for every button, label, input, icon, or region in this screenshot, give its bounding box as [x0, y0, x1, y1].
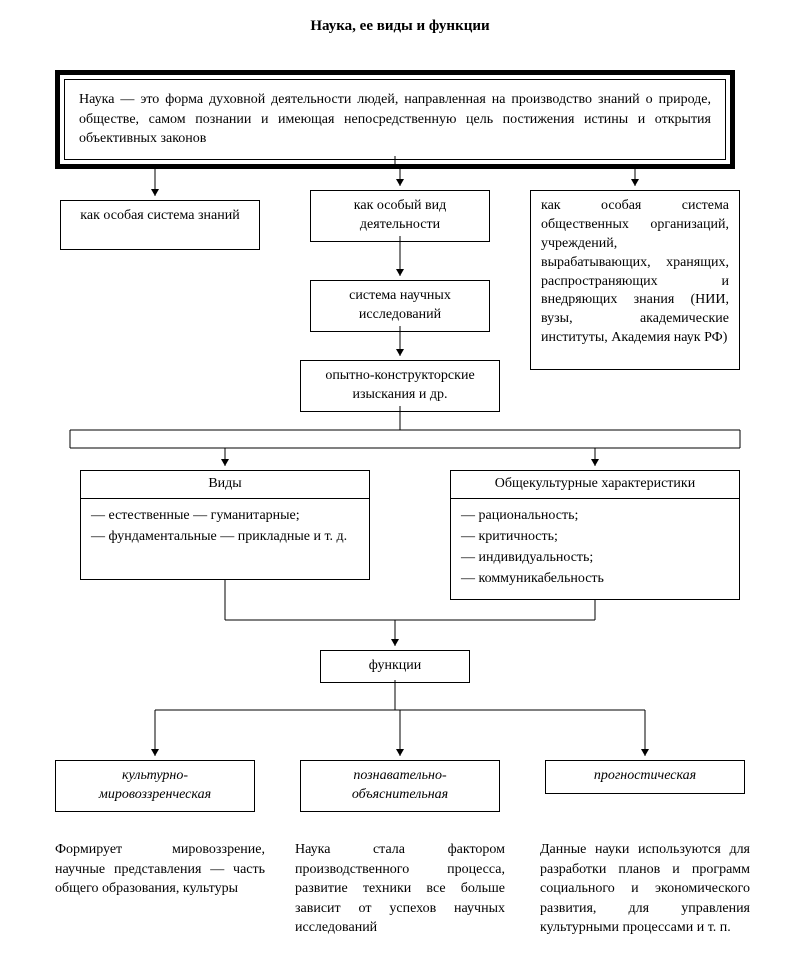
function-explanatory-head: познавательно-объяснительная: [300, 760, 500, 812]
diagram-canvas: Наука, ее виды и функции Наука — это фор…: [0, 0, 791, 962]
panel-traits: Общекультурные характеристики — рационал…: [450, 470, 740, 600]
function-prognostic-head: прогностическая: [545, 760, 745, 794]
function-cultural-head: культурно-мировоззренческая: [55, 760, 255, 812]
function-prognostic-desc: Данные науки используются для разработки…: [540, 840, 750, 938]
node-research-system: система научных исследований: [310, 280, 490, 332]
node-experimental-design: опытно-конструкторские изыскания и др.: [300, 360, 500, 412]
branch-system-of-knowledge: как особая система знаний: [60, 200, 260, 250]
branch-activity: как особый вид деятельности: [310, 190, 490, 242]
function-explanatory-desc: Наука стала фактором производственного п…: [295, 840, 505, 938]
panel-traits-body: — рациональность;— критичность;— индивид…: [451, 499, 739, 595]
panel-kinds-body: — естественные — гуманитарные;— фундамен…: [81, 499, 369, 553]
branch-organizations: как особая система общественных организа…: [530, 190, 740, 370]
definition-frame: Наука — это форма духовной деятельности …: [55, 70, 735, 169]
panel-kinds: Виды — естественные — гуманитарные;— фун…: [80, 470, 370, 580]
page-title: Наука, ее виды и функции: [260, 18, 540, 40]
functions-label: функции: [320, 650, 470, 683]
definition-text: Наука — это форма духовной деятельности …: [64, 79, 726, 160]
panel-kinds-header: Виды: [81, 471, 369, 499]
panel-traits-header: Общекультурные характеристики: [451, 471, 739, 499]
function-cultural-desc: Формирует мировоззрение, научные предста…: [55, 840, 265, 899]
